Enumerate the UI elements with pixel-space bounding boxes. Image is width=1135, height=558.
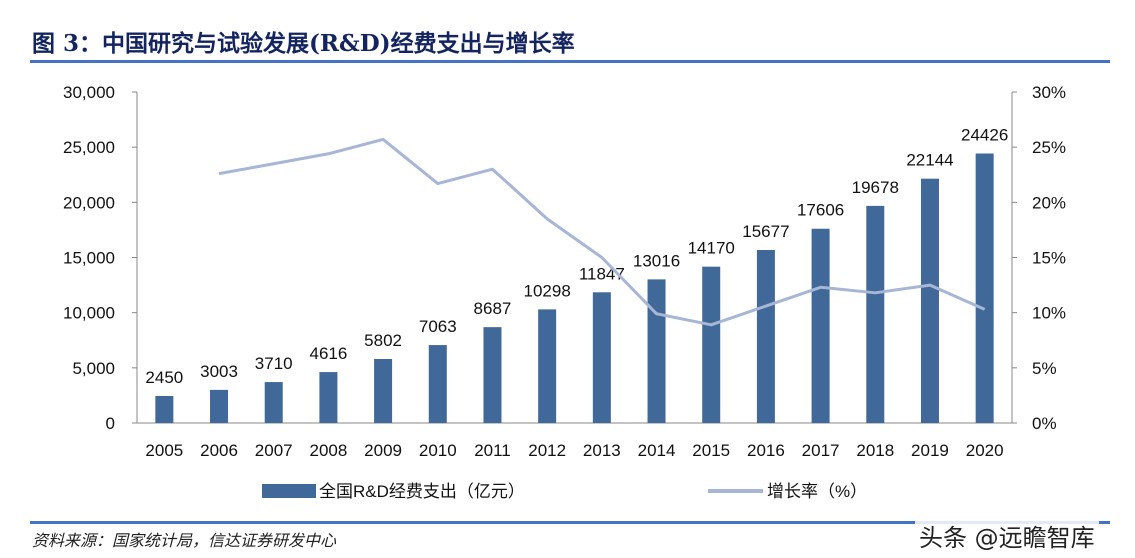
left-tick-label: 5,000 <box>72 359 115 378</box>
x-tick-label: 2020 <box>966 441 1004 460</box>
bar-value-label: 8687 <box>474 299 512 318</box>
bar <box>483 327 502 423</box>
bar <box>210 389 229 423</box>
left-tick-label: 25,000 <box>63 138 115 157</box>
bar-value-label: 7063 <box>419 317 457 336</box>
right-tick-label: 20% <box>1032 193 1066 212</box>
right-tick-label: 15% <box>1032 249 1066 268</box>
bar-value-label: 19678 <box>852 178 899 197</box>
right-tick-label: 5% <box>1032 359 1057 378</box>
legend-bar-swatch <box>262 484 316 498</box>
x-tick-label: 2013 <box>583 441 621 460</box>
bar-value-label: 4616 <box>309 344 347 363</box>
x-tick-label: 2008 <box>309 441 347 460</box>
left-tick-label: 0 <box>106 414 115 433</box>
bar-value-label: 10298 <box>524 281 571 300</box>
x-tick-label: 2005 <box>145 441 183 460</box>
x-tick-label: 2011 <box>474 441 511 460</box>
bar-value-label: 24426 <box>961 125 1008 144</box>
watermark: 头条 @远瞻智库 <box>915 518 1099 553</box>
bar <box>155 395 174 423</box>
x-tick-label: 2018 <box>856 441 894 460</box>
bar <box>428 345 447 423</box>
bar <box>592 292 611 423</box>
bar-value-label: 3710 <box>255 354 293 373</box>
footer-divider <box>30 521 1110 524</box>
bar <box>647 279 666 423</box>
x-tick-label: 2009 <box>364 441 402 460</box>
source-note: 资料来源：国家统计局，信达证券研发中心 <box>32 531 337 550</box>
bar <box>811 228 830 423</box>
bar <box>264 382 283 423</box>
bar-value-label: 17606 <box>797 201 844 220</box>
x-tick-label: 2014 <box>638 441 676 460</box>
bar-value-label: 22144 <box>906 151 953 170</box>
chart-title: 图 3：中国研究与试验发展(R&D)经费支出与增长率 <box>32 30 575 57</box>
bar-value-label: 13016 <box>633 251 680 270</box>
bar <box>756 250 775 423</box>
bar <box>538 309 557 423</box>
x-tick-label: 2012 <box>528 441 566 460</box>
x-tick-label: 2019 <box>911 441 949 460</box>
x-tick-label: 2006 <box>200 441 238 460</box>
bar-value-label: 5802 <box>364 331 402 350</box>
bar <box>866 205 885 423</box>
bar <box>920 178 939 423</box>
x-tick-label: 2010 <box>419 441 457 460</box>
x-tick-label: 2016 <box>747 441 785 460</box>
bar <box>374 358 393 423</box>
bar-value-label: 14170 <box>688 239 735 258</box>
bar <box>975 153 994 423</box>
bar <box>319 372 338 423</box>
legend-line-label: 增长率（%） <box>767 482 867 501</box>
right-tick-label: 0% <box>1032 414 1057 433</box>
x-tick-label: 2007 <box>255 441 293 460</box>
left-tick-label: 15,000 <box>63 249 115 268</box>
bar-value-label: 15677 <box>742 222 789 241</box>
bar-value-label: 3003 <box>200 362 238 381</box>
left-tick-label: 20,000 <box>63 193 115 212</box>
x-tick-label: 2017 <box>802 441 840 460</box>
right-tick-label: 30% <box>1032 83 1066 102</box>
left-tick-label: 30,000 <box>63 83 115 102</box>
legend-bar-label: 全国R&D经费支出（亿元） <box>319 482 525 501</box>
growth-rate-line <box>218 137 986 327</box>
bar <box>702 266 721 423</box>
bar-value-label: 2450 <box>145 368 183 387</box>
left-tick-label: 10,000 <box>63 304 115 323</box>
title-divider <box>30 60 1110 63</box>
right-tick-label: 10% <box>1032 304 1066 323</box>
x-tick-label: 2015 <box>692 441 730 460</box>
right-tick-label: 25% <box>1032 138 1066 157</box>
